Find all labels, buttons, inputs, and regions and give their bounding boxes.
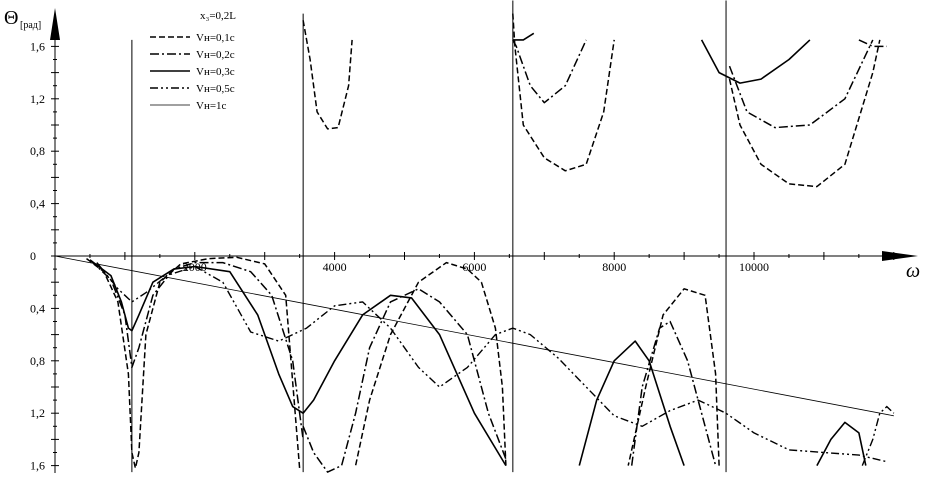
series-line-0 [728, 39, 881, 188]
series-line-0 [86, 256, 301, 469]
y-tick-label: 0,4 [30, 301, 45, 315]
series-group [54, 13, 895, 473]
x-axis-arrow [882, 251, 918, 261]
series-line-0 [512, 13, 615, 172]
series-line-2 [578, 340, 685, 466]
x-axis-symbol: ω [906, 260, 920, 282]
series-line-1 [858, 39, 887, 48]
x-tick-label: 10000 [739, 260, 769, 274]
series-line-1 [630, 320, 717, 466]
series-line-2 [700, 39, 811, 84]
axes [50, 8, 918, 473]
series-line-2 [816, 421, 867, 466]
legend-label: Vн=0,2с [196, 49, 235, 61]
legend-label: Vн=0,1с [196, 32, 235, 44]
legend-title: x₃=0,2L [200, 10, 236, 22]
x-tick-label: 6000 [462, 260, 486, 274]
legend: Vн=0,1с Vн=0,2с Vн=0,3с Vн=0,5с Vн=1с [150, 32, 235, 112]
y-tick-label: 0 [30, 249, 36, 263]
y-tick-label: 0,8 [30, 354, 45, 368]
vertical-reference-lines [131, 0, 727, 473]
y-axis-symbol: Θ [4, 7, 18, 29]
series-line-3 [96, 262, 887, 463]
series-line-0 [354, 261, 507, 466]
series-line-2 [89, 259, 507, 467]
series-line-0 [302, 20, 353, 130]
series-line-4 [54, 255, 894, 417]
series-line-1 [302, 288, 507, 473]
series-line-1 [89, 259, 304, 440]
series-line-extra [861, 405, 895, 466]
x-tick-label: 4000 [323, 260, 347, 274]
legend-label: Vн=1с [196, 100, 227, 112]
series-line-1 [512, 39, 587, 104]
y-tick-label: 1,2 [30, 406, 45, 420]
series-line-2 [512, 32, 535, 41]
y-tick-label: 1,6 [30, 39, 45, 53]
y-tick-label: 1,2 [30, 92, 45, 106]
tick-labels: 2000 4000 6000 8000 10000 1,6 1,2 0,8 0,4 0 0,4 0,8… [30, 39, 769, 472]
y-tick-label: 0,8 [30, 144, 45, 158]
legend-label: Vн=0,3с [196, 66, 235, 78]
legend-label: Vн=0,5с [196, 83, 235, 95]
y-axis-arrow [50, 8, 60, 40]
series-line-0 [627, 288, 720, 466]
x-tick-label: 8000 [602, 260, 626, 274]
series-line-1 [728, 39, 874, 129]
y-axis-unit: [рад] [20, 20, 41, 31]
x-tick-label: 2000 [183, 260, 207, 274]
y-tick-label: 1,6 [30, 459, 45, 473]
y-tick-label: 0,4 [30, 197, 45, 211]
